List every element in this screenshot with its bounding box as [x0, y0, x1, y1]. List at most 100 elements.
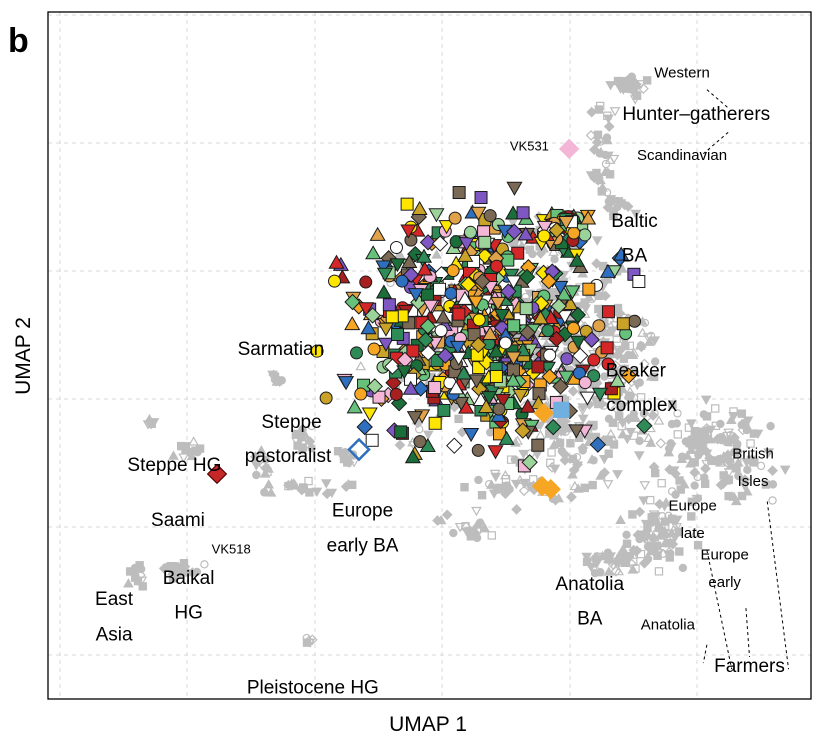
highlight-point — [376, 267, 393, 282]
background-point — [605, 81, 616, 91]
highlight-point — [366, 378, 383, 395]
background-point — [600, 397, 612, 408]
highlight-point — [517, 226, 534, 241]
annotation-label: VK531 — [510, 139, 549, 154]
background-point — [663, 447, 675, 457]
background-point — [602, 480, 614, 490]
background-point — [577, 268, 589, 278]
background-point — [690, 527, 701, 537]
highlight-point — [505, 372, 522, 387]
highlight-point — [582, 282, 596, 296]
background-point — [613, 303, 623, 313]
highlight-point — [541, 324, 555, 338]
highlight-point — [519, 398, 536, 413]
annotation-label: early — [708, 574, 741, 591]
background-point — [637, 327, 648, 337]
background-point — [619, 199, 630, 211]
highlight-point — [532, 310, 549, 325]
background-point — [749, 429, 759, 438]
background-point — [639, 481, 651, 491]
background-point — [255, 445, 267, 455]
annotation-label: BA — [577, 609, 603, 630]
background-point — [748, 457, 758, 466]
background-point — [643, 524, 652, 533]
annotation-label: Farmers — [714, 656, 785, 677]
highlight-point — [474, 273, 491, 290]
highlight-point — [519, 324, 536, 341]
highlight-point — [492, 402, 506, 416]
highlight-point — [419, 344, 437, 362]
background-point — [737, 409, 747, 418]
highlight-point — [506, 181, 523, 196]
highlight-point — [415, 248, 433, 263]
background-point — [766, 421, 775, 431]
background-point — [638, 496, 649, 506]
background-point — [594, 105, 604, 114]
annotation-leader-line — [745, 608, 750, 657]
background-point — [593, 130, 603, 140]
highlight-point — [494, 393, 511, 408]
background-point — [479, 523, 491, 533]
background-point — [589, 172, 600, 184]
background-point — [712, 455, 724, 466]
highlight-point — [558, 370, 575, 385]
highlight-point — [487, 445, 504, 460]
annotation-label: Asia — [96, 624, 133, 645]
background-point — [603, 314, 615, 326]
background-point — [580, 483, 589, 493]
highlight-point — [472, 313, 486, 327]
background-point — [487, 531, 496, 540]
background-point — [653, 415, 665, 425]
annotation-label: Western — [654, 64, 710, 81]
highlight-point — [328, 274, 342, 288]
background-point — [729, 448, 739, 457]
y-axis-label: UMAP 2 — [12, 317, 35, 395]
background-point — [550, 255, 559, 264]
background-point — [667, 487, 677, 496]
background-point — [460, 483, 469, 492]
background-point — [722, 438, 732, 447]
background-point — [690, 481, 699, 490]
highlight-point — [541, 368, 558, 385]
highlight-point — [413, 435, 427, 449]
background-point — [651, 529, 661, 538]
highlight-point — [365, 433, 379, 447]
background-point — [610, 565, 622, 577]
highlight-point — [478, 398, 495, 413]
background-point — [685, 458, 696, 468]
highlight-point — [400, 197, 414, 211]
background-point — [671, 515, 683, 526]
background-point — [474, 475, 483, 485]
background-point — [768, 480, 778, 489]
background-point — [629, 431, 639, 440]
highlight-point — [385, 310, 399, 324]
background-point — [756, 461, 766, 471]
background-point — [518, 449, 529, 460]
highlight-point — [416, 261, 433, 276]
background-point — [178, 453, 189, 463]
plot-frame — [47, 11, 812, 700]
background-point — [629, 409, 638, 419]
background-point — [716, 419, 725, 429]
leader-lines — [702, 89, 790, 670]
background-point — [577, 403, 589, 413]
background-point — [693, 541, 703, 550]
highlight-point — [564, 285, 581, 300]
highlight-point — [512, 389, 529, 404]
background-point — [466, 532, 476, 541]
background-point — [699, 410, 709, 419]
highlight-point — [482, 325, 499, 340]
highlight-point — [406, 344, 420, 358]
background-point — [506, 455, 516, 464]
background-point — [625, 341, 634, 350]
background-point — [133, 576, 143, 586]
background-point — [145, 418, 157, 430]
highlight-point — [609, 372, 626, 387]
background-point — [435, 514, 447, 525]
highlight-point — [481, 391, 498, 406]
background-point — [643, 336, 655, 346]
annotation-label: Europe — [700, 546, 748, 563]
highlight-point — [587, 369, 601, 383]
highlight-point — [419, 318, 437, 335]
background-point — [591, 136, 603, 148]
